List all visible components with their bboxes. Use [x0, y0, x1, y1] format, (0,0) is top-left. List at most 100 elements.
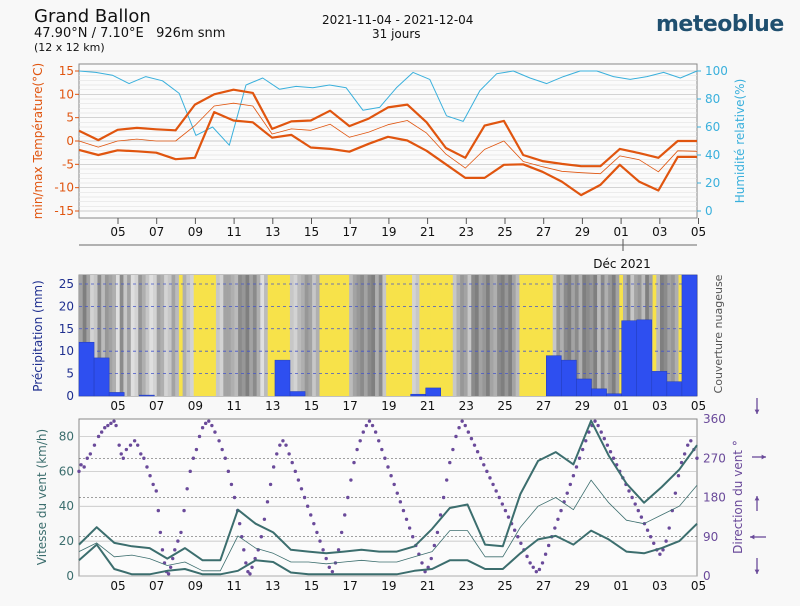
cloud-cover-band: [456, 275, 461, 396]
wind-direction-dot: [373, 430, 378, 434]
wind-direction-dot: [179, 530, 183, 535]
wind-direction-dot: [525, 554, 529, 559]
humidity-tick-label: 80: [705, 92, 720, 106]
precipitation-tick-label: 0: [66, 389, 74, 403]
wind-direction-dot: [268, 482, 273, 487]
wind-direction-dot: [139, 452, 143, 456]
precipitation-date-tick-label: 17: [343, 399, 358, 413]
precipitation-bar: [139, 394, 155, 397]
wind-direction-dot: [648, 535, 653, 539]
wind-direction-dot: [420, 561, 424, 565]
cloud-cover-band: [471, 275, 476, 396]
cloud-cover-band: [467, 275, 472, 396]
precipitation-tick-label: 15: [59, 322, 74, 336]
wind-direction-dot: [207, 419, 211, 423]
wind-direction-dot: [630, 495, 634, 500]
cloud-cover-band: [260, 275, 265, 396]
humidity-tick-label: 100: [705, 64, 728, 78]
precipitation-bar: [606, 393, 622, 397]
wind-direction-dot: [667, 526, 671, 530]
precipitation-bar: [93, 357, 110, 397]
cloud-cover-band: [526, 275, 532, 396]
temperature-tick-label: 5: [66, 111, 74, 125]
cloud-cover-axis-label: Couverture nuageuse: [712, 274, 725, 393]
wind-direction-dot: [188, 469, 192, 474]
wind-direction-dot: [429, 556, 433, 561]
wind-direction-dot: [377, 439, 381, 443]
wind-direction-dot: [537, 567, 542, 572]
wind-direction-dot: [686, 443, 690, 447]
wind-direction-dot: [194, 447, 199, 452]
wind-direction-dot: [466, 430, 471, 434]
wind-speed-tick-label: 60: [59, 464, 74, 478]
cloud-cover-band: [356, 275, 361, 396]
wind-direction-dot: [287, 452, 291, 456]
wind-gust-line: [78, 419, 698, 562]
wind-direction-dot: [85, 456, 89, 460]
cloud-cover-band: [334, 275, 339, 396]
wind-direction-dot: [457, 426, 461, 430]
wind-speed-tick-label: 80: [59, 429, 74, 443]
date-tick-label: 09: [188, 225, 203, 239]
wind-direction-dot: [571, 473, 576, 478]
wind-direction-dot: [324, 556, 328, 561]
wind-direction-dot: [226, 469, 231, 474]
wind-direction-dot: [645, 528, 650, 532]
cloud-cover-band: [449, 275, 454, 396]
cloud-cover-band: [171, 275, 176, 396]
wind-direction-dot: [361, 430, 365, 434]
precipitation-bar: [636, 319, 653, 397]
precipitation-bar: [425, 387, 442, 397]
wind-direction-axis-label: Direction du vent °: [731, 440, 745, 554]
cloud-cover-band: [193, 275, 199, 396]
wind-direction-dot: [200, 426, 205, 430]
cloud-cover-band: [293, 275, 298, 396]
location-title: Grand Ballon: [34, 6, 151, 27]
cloud-cover-band: [360, 275, 365, 396]
wind-direction-dot: [652, 541, 656, 545]
cloud-cover-band: [238, 275, 243, 396]
cloud-cover-band: [497, 275, 502, 396]
cloud-cover-band: [560, 275, 565, 396]
wind-direction-dot: [121, 456, 125, 460]
wind-direction-dot: [203, 421, 208, 426]
cloud-cover-band: [412, 275, 417, 396]
precipitation-bar: [289, 391, 306, 397]
cloud-cover-band: [652, 275, 657, 396]
wind-direction-dot: [330, 569, 335, 574]
cloud-cover-band: [404, 275, 409, 396]
cloud-cover-band: [319, 275, 324, 396]
wind-direction-dot: [540, 561, 545, 565]
cloud-cover-band: [582, 275, 587, 396]
humidity-tick-label: 40: [705, 148, 720, 162]
wind-direction-dot: [244, 561, 248, 565]
date-tick-label: 01: [613, 225, 628, 239]
precipitation-date-tick-label: 21: [420, 399, 435, 413]
cloud-cover-band: [474, 275, 480, 396]
cloud-cover-band: [437, 275, 443, 396]
wind-direction-dot: [82, 465, 86, 469]
wind-direction-dot: [488, 476, 492, 480]
cloud-cover-band: [112, 275, 117, 396]
cloud-cover-band: [415, 275, 421, 396]
wind-direction-dot: [448, 460, 452, 465]
wind-direction-dot: [543, 552, 548, 556]
wind-direction-dot: [176, 539, 180, 543]
wind-direction-dot: [407, 526, 412, 530]
precipitation-date-tick-label: 19: [381, 399, 396, 413]
wind-date-tick-label: 29: [575, 579, 590, 593]
cloud-cover-band: [600, 275, 606, 396]
cloud-cover-band: [511, 275, 517, 396]
precipitation-bar: [561, 359, 577, 397]
wind-direction-dot: [599, 430, 603, 434]
cloud-cover-band: [201, 275, 206, 396]
wind-direction-dot: [432, 543, 437, 548]
cloud-cover-band: [545, 275, 550, 396]
wind-direction-dot: [460, 419, 464, 423]
cloud-cover-band: [515, 275, 520, 396]
cloud-cover-band: [482, 275, 487, 396]
cloud-cover-band: [493, 275, 498, 396]
wind-direction-dot: [463, 423, 467, 428]
wind-direction-dot: [485, 469, 489, 474]
date-tick-label: 07: [149, 225, 164, 239]
